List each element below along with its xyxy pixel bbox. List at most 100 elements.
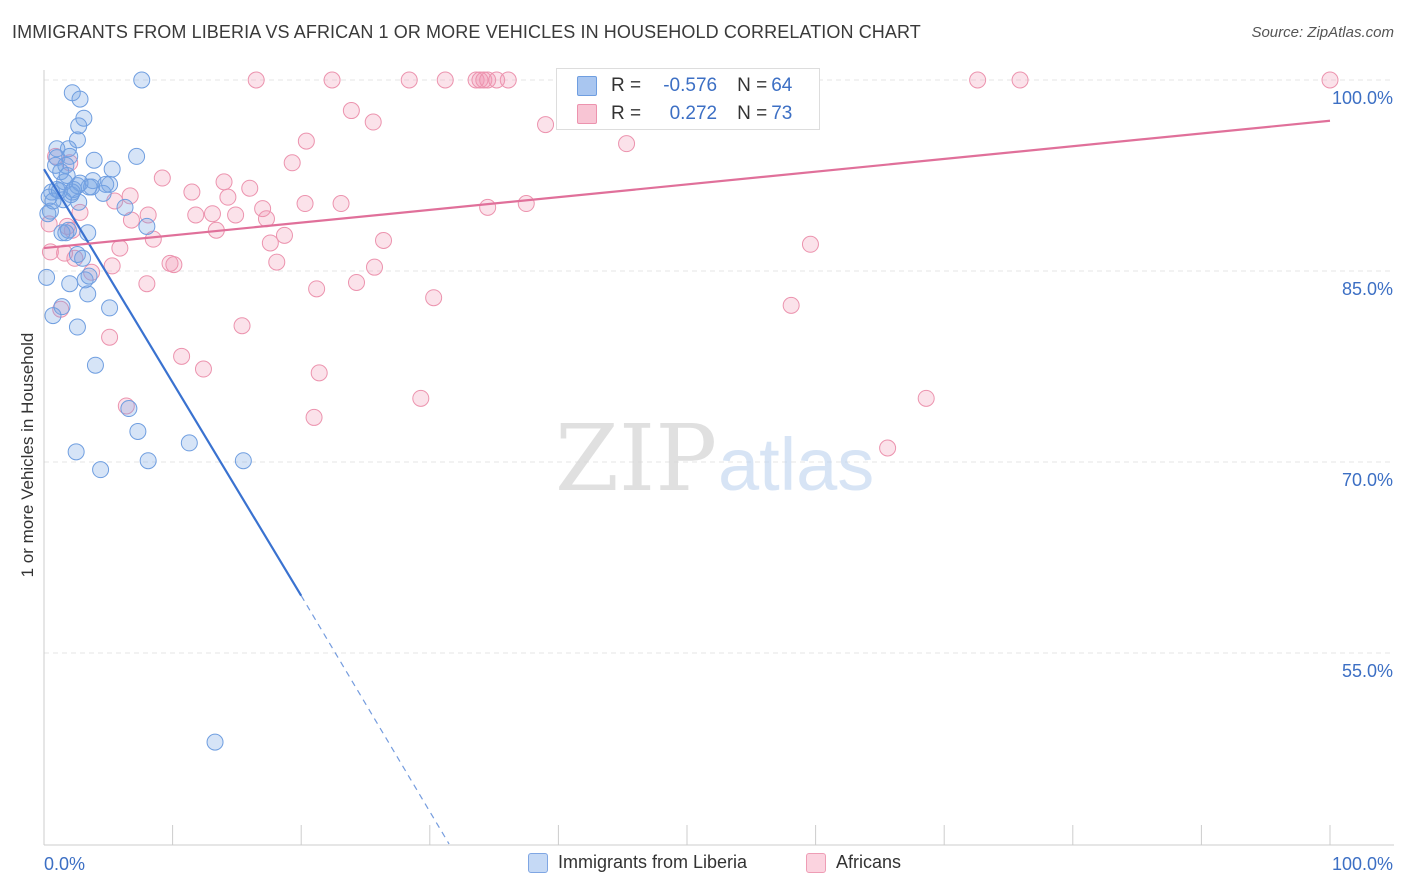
point-africans	[103, 257, 121, 275]
point-africans	[138, 275, 156, 293]
point-africans	[323, 71, 341, 89]
point-liberia	[101, 299, 119, 317]
point-liberia	[44, 192, 62, 210]
stats-r-value: -0.576	[663, 75, 718, 96]
trend-line-africans	[43, 119, 1331, 250]
point-liberia	[92, 461, 110, 479]
points	[38, 71, 1339, 751]
legend-item-africans[interactable]: Africans	[806, 852, 901, 873]
point-africans	[499, 71, 517, 89]
point-africans	[268, 253, 286, 271]
stats-n-label: N =	[737, 103, 768, 124]
legend-swatch-africans	[806, 852, 826, 873]
point-liberia	[120, 400, 138, 418]
point-liberia	[47, 156, 65, 174]
point-africans	[305, 408, 323, 426]
point-africans	[366, 258, 384, 276]
y-tick-label: 55.0%	[1342, 661, 1393, 681]
point-africans	[1011, 71, 1029, 89]
point-liberia	[57, 224, 75, 242]
x-tick-label: 0.0%	[44, 854, 85, 874]
point-africans	[782, 296, 800, 314]
point-liberia	[67, 443, 85, 461]
tick-labels: 100.0% 85.0% 70.0% 55.0% 0.0% 100.0%	[44, 88, 1393, 874]
point-liberia	[129, 422, 147, 440]
point-africans	[254, 200, 272, 218]
point-liberia	[71, 90, 89, 108]
point-liberia	[68, 131, 86, 149]
point-africans	[233, 317, 251, 335]
point-africans	[917, 389, 935, 407]
point-liberia	[53, 298, 71, 316]
point-africans	[347, 273, 365, 291]
point-africans	[241, 179, 259, 197]
point-africans	[153, 169, 171, 187]
point-africans	[101, 328, 119, 346]
point-africans	[475, 71, 493, 89]
stats-row-africans: R = 0.272 N = 73	[577, 101, 811, 127]
point-africans	[479, 198, 497, 216]
point-africans	[194, 360, 212, 378]
watermark-atlas: atlas	[718, 423, 874, 506]
legend-label-africans: Africans	[836, 852, 902, 872]
point-africans	[283, 154, 301, 172]
point-liberia	[80, 267, 98, 285]
point-africans	[219, 188, 237, 206]
point-africans	[436, 71, 454, 89]
stats-row-liberia: R = -0.576 N = 64	[577, 73, 811, 99]
point-africans	[183, 183, 201, 201]
stats-swatch-africans	[577, 104, 597, 124]
point-africans	[247, 71, 265, 89]
point-africans	[412, 389, 430, 407]
point-liberia	[79, 285, 97, 303]
point-africans	[296, 195, 314, 213]
stats-n-value: 64	[771, 75, 793, 96]
legend-item-liberia[interactable]: Immigrants from Liberia	[528, 852, 747, 873]
stats-r-value: 0.272	[669, 103, 718, 124]
point-africans	[308, 280, 326, 298]
point-liberia	[85, 151, 103, 169]
trend-line-liberia-extension	[300, 595, 450, 845]
stats-r-label: R =	[611, 75, 642, 96]
point-africans	[261, 234, 279, 252]
point-liberia	[128, 147, 146, 165]
point-africans	[488, 71, 506, 89]
point-liberia	[61, 275, 79, 293]
point-liberia	[70, 117, 88, 135]
point-liberia	[133, 71, 151, 89]
point-liberia	[39, 205, 57, 223]
point-africans	[215, 173, 233, 191]
point-africans	[117, 397, 135, 415]
y-axis-label: 1 or more Vehicles in Household	[18, 333, 37, 578]
point-liberia	[234, 452, 252, 470]
stats-r-label: R =	[611, 103, 642, 124]
point-africans	[297, 132, 315, 150]
point-liberia	[86, 356, 104, 374]
stats-n-label: N =	[737, 75, 768, 96]
point-africans	[173, 347, 191, 365]
point-africans	[618, 135, 636, 153]
point-liberia	[41, 202, 59, 220]
point-africans	[227, 206, 245, 224]
point-africans	[801, 235, 819, 253]
point-africans	[479, 71, 497, 89]
point-liberia	[38, 268, 56, 286]
trend-lines	[43, 119, 1331, 845]
point-liberia	[70, 193, 88, 211]
point-liberia	[68, 318, 86, 336]
point-africans	[969, 71, 987, 89]
point-africans	[425, 289, 443, 307]
point-africans	[879, 439, 897, 457]
point-africans	[1321, 71, 1339, 89]
stats-swatch-liberia	[577, 76, 597, 96]
point-africans	[375, 231, 393, 249]
point-liberia	[103, 160, 121, 178]
y-tick-label: 100.0%	[1332, 88, 1393, 108]
point-africans	[332, 195, 350, 213]
point-liberia	[48, 140, 66, 158]
point-liberia	[116, 198, 134, 216]
legend-swatch-liberia	[528, 852, 548, 873]
y-tick-label: 85.0%	[1342, 279, 1393, 299]
x-tick-label: 100.0%	[1332, 854, 1393, 874]
